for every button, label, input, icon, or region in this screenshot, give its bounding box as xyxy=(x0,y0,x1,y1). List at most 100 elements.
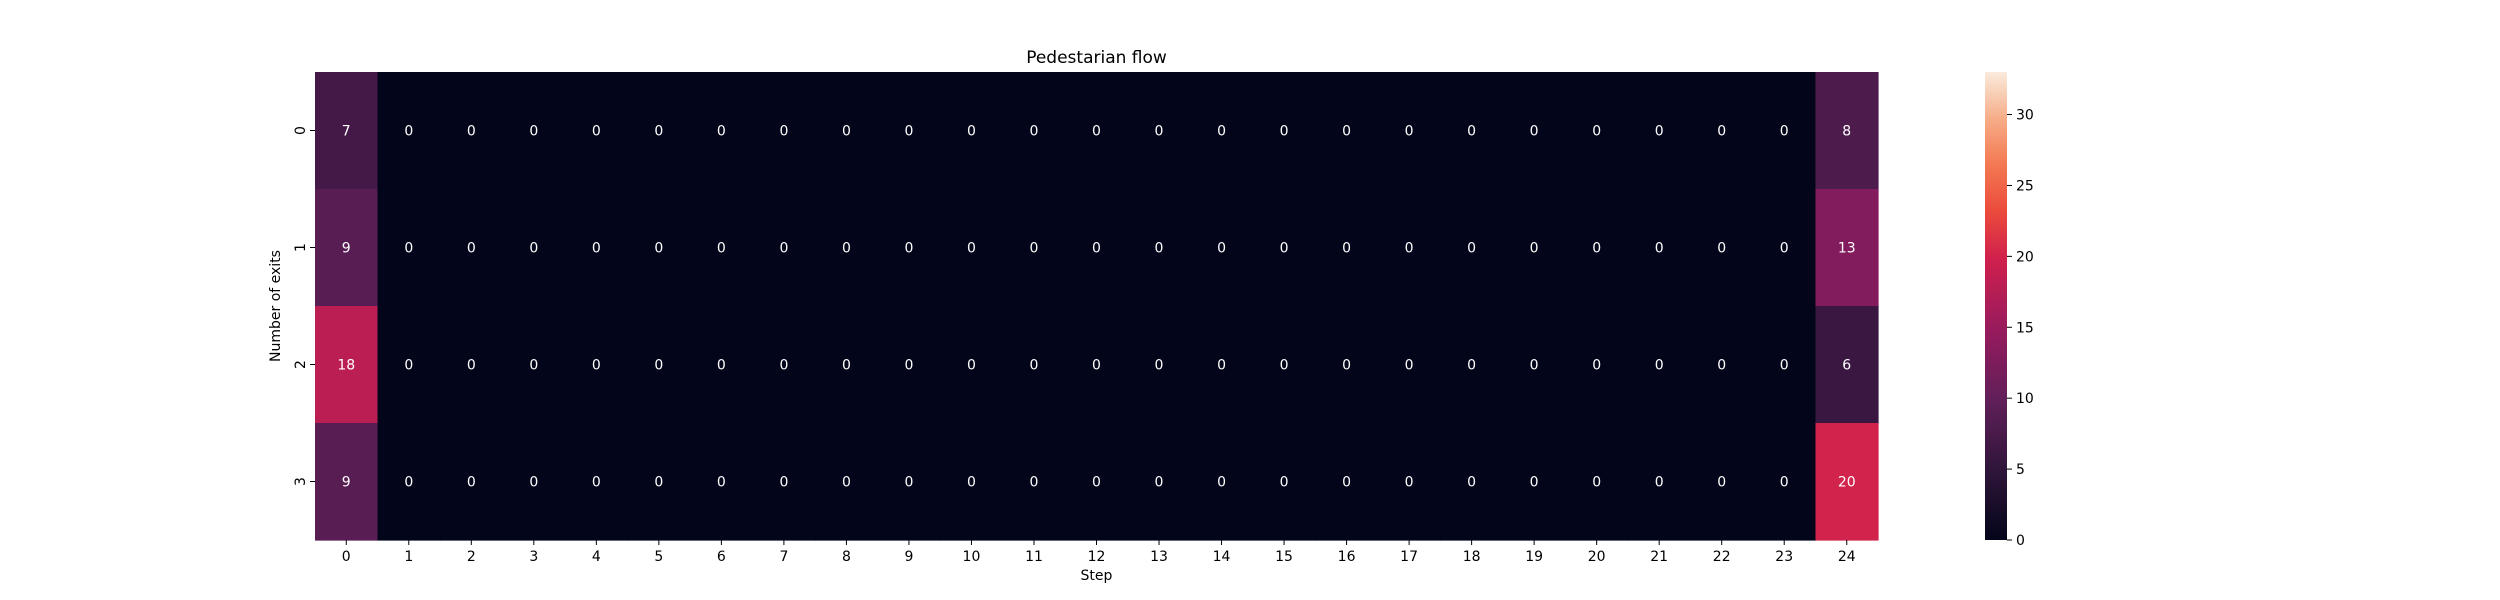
heatmap-cell-r2-c8 xyxy=(815,306,879,424)
heatmap-cell-r0-c13 xyxy=(1127,72,1191,190)
cell-label-r3-c5: 0 xyxy=(654,475,663,491)
heatmap-cell-r2-c2 xyxy=(440,306,504,424)
y-tick-label-0: 0 xyxy=(293,126,309,135)
heatmap-cell-r1-c20 xyxy=(1565,189,1629,307)
chart-title: Pedestarian flow xyxy=(1026,48,1167,68)
cell-label-r3-c4: 0 xyxy=(592,475,601,491)
cell-label-r1-c3: 0 xyxy=(529,241,538,257)
colorbar-tick-label-10: 10 xyxy=(2016,391,2034,407)
cell-label-r2-c13: 0 xyxy=(1155,358,1164,374)
heatmap-cell-r3-c5 xyxy=(627,423,691,541)
heatmap-cell-r3-c7 xyxy=(752,423,816,541)
cell-label-r3-c12: 0 xyxy=(1092,475,1101,491)
cell-label-r3-c1: 0 xyxy=(404,475,413,491)
heatmap-cell-r2-c6 xyxy=(690,306,754,424)
cell-label-r0-c11: 0 xyxy=(1030,124,1039,140)
heatmap-cell-r3-c17 xyxy=(1377,423,1441,541)
cell-label-r0-c9: 0 xyxy=(904,124,913,140)
cell-label-r3-c11: 0 xyxy=(1030,475,1039,491)
cell-label-r1-c14: 0 xyxy=(1217,241,1226,257)
cell-label-r0-c17: 0 xyxy=(1405,124,1414,140)
cell-label-r0-c15: 0 xyxy=(1280,124,1289,140)
cell-label-r0-c13: 0 xyxy=(1155,124,1164,140)
cell-label-r2-c11: 0 xyxy=(1030,358,1039,374)
cell-label-r1-c11: 0 xyxy=(1030,241,1039,257)
heatmap-cell-r3-c15 xyxy=(1252,423,1316,541)
x-tick-label-17: 17 xyxy=(1400,549,1418,565)
x-tick-label-3: 3 xyxy=(529,549,538,565)
x-tick-label-22: 22 xyxy=(1713,549,1731,565)
heatmap-cell-r3-c1 xyxy=(377,423,441,541)
heatmap-cell-r1-c17 xyxy=(1377,189,1441,307)
cell-label-r3-c0: 9 xyxy=(342,475,351,491)
heatmap-cell-r0-c8 xyxy=(815,72,879,190)
cell-label-r2-c8: 0 xyxy=(842,358,851,374)
heatmap-cell-r1-c10 xyxy=(940,189,1004,307)
cell-label-r2-c10: 0 xyxy=(967,358,976,374)
cell-label-r2-c14: 0 xyxy=(1217,358,1226,374)
cell-label-r3-c23: 0 xyxy=(1780,475,1789,491)
x-tick-label-19: 19 xyxy=(1525,549,1543,565)
x-tick-label-15: 15 xyxy=(1275,549,1293,565)
heatmap-cell-r1-c21 xyxy=(1627,189,1692,307)
heatmap-cell-r0-c5 xyxy=(627,72,691,190)
cell-label-r2-c0: 18 xyxy=(337,358,355,374)
cell-label-r0-c23: 0 xyxy=(1780,124,1789,140)
heatmap-cell-r1-c12 xyxy=(1065,189,1129,307)
cell-label-r2-c4: 0 xyxy=(592,358,601,374)
cell-label-r3-c6: 0 xyxy=(717,475,726,491)
heatmap-cell-r0-c2 xyxy=(440,72,504,190)
heatmap-cell-r0-c12 xyxy=(1065,72,1129,190)
cell-label-r1-c6: 0 xyxy=(717,241,726,257)
x-tick-label-1: 1 xyxy=(404,549,413,565)
cell-label-r1-c18: 0 xyxy=(1467,241,1476,257)
heatmap-cell-r2-c19 xyxy=(1502,306,1566,424)
heatmap-cell-r1-c19 xyxy=(1502,189,1566,307)
cell-label-r1-c0: 9 xyxy=(342,241,351,257)
cell-label-r3-c10: 0 xyxy=(967,475,976,491)
cell-label-r2-c16: 0 xyxy=(1342,358,1351,374)
cell-label-r3-c3: 0 xyxy=(529,475,538,491)
cell-label-r2-c3: 0 xyxy=(529,358,538,374)
cell-label-r0-c16: 0 xyxy=(1342,124,1351,140)
heatmap-cell-r2-c1 xyxy=(377,306,441,424)
cell-label-r1-c10: 0 xyxy=(967,241,976,257)
heatmap-cell-r2-c13 xyxy=(1127,306,1191,424)
cell-label-r1-c13: 0 xyxy=(1155,241,1164,257)
y-axis-ticks: 0 1 2 3 xyxy=(293,126,315,486)
cell-label-r3-c16: 0 xyxy=(1342,475,1351,491)
heatmap-cell-r3-c12 xyxy=(1065,423,1129,541)
cell-label-r0-c2: 0 xyxy=(467,124,476,140)
x-tick-label-20: 20 xyxy=(1588,549,1606,565)
heatmap-cell-r3-c13 xyxy=(1127,423,1191,541)
heatmap-cell-r1-c1 xyxy=(377,189,441,307)
y-tick-label-3: 3 xyxy=(293,477,309,486)
cell-label-r3-c14: 0 xyxy=(1217,475,1226,491)
heatmap-cell-r0-c21 xyxy=(1627,72,1692,190)
heatmap-cell-r1-c4 xyxy=(565,189,629,307)
heatmap-cell-r3-c10 xyxy=(940,423,1004,541)
heatmap-cell-r3-c3 xyxy=(502,423,566,541)
x-axis-label: Step xyxy=(1081,568,1113,584)
cell-label-r1-c9: 0 xyxy=(904,241,913,257)
heatmap-cell-r3-c0 xyxy=(315,423,379,541)
cell-label-r2-c12: 0 xyxy=(1092,358,1101,374)
cell-label-r3-c17: 0 xyxy=(1405,475,1414,491)
heatmap-cell-r0-c20 xyxy=(1565,72,1629,190)
cell-label-r2-c15: 0 xyxy=(1280,358,1289,374)
heatmap-cell-r2-c23 xyxy=(1752,306,1817,424)
y-tick-label-2: 2 xyxy=(293,360,309,369)
heatmap-cell-r2-c24 xyxy=(1815,306,1879,424)
heatmap-cell-r2-c3 xyxy=(502,306,566,424)
cell-label-r0-c8: 0 xyxy=(842,124,851,140)
cell-label-r1-c23: 0 xyxy=(1780,241,1789,257)
colorbar-tick-label-0: 0 xyxy=(2016,533,2025,549)
heatmap-cells: 7 0 0 0 0 0 0 0 0 0 0 0 0 0 0 0 0 0 0 0 0 0 0 0 8 9 0 0 0 0 0 0 0 0 0 0 0 0 0 0… xyxy=(315,72,1879,541)
x-tick-label-2: 2 xyxy=(467,549,476,565)
heatmap-cell-r1-c9 xyxy=(877,189,941,307)
heatmap-cell-r1-c24 xyxy=(1815,189,1879,307)
heatmap-cell-r2-c4 xyxy=(565,306,629,424)
heatmap-cell-r1-c14 xyxy=(1190,189,1254,307)
heatmap-cell-r3-c18 xyxy=(1440,423,1504,541)
x-axis-ticks: 0 1 2 3 4 5 6 7 8 9 10 11 12 13 14 15 16 17 18 19 20 21 22 23 24 xyxy=(342,540,1856,565)
